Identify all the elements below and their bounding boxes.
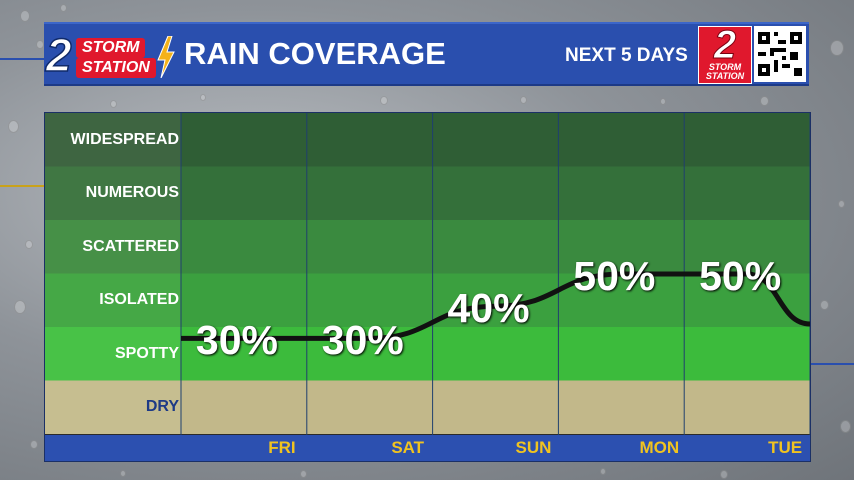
right-logo-number: 2 <box>713 23 737 67</box>
y-category-label: WIDESPREAD <box>70 130 179 148</box>
header-bar: 2 STORM STATION RAIN COVERAGE NEXT 5 DAY… <box>44 22 809 86</box>
rain-drop <box>14 300 26 314</box>
data-label: 30% <box>195 317 278 364</box>
rain-drop <box>300 470 307 478</box>
rain-drop <box>760 96 769 107</box>
rain-drop <box>110 100 117 108</box>
y-category-label: DRY <box>145 398 179 416</box>
band-label-bg <box>45 327 181 381</box>
page-title: RAIN COVERAGE <box>184 36 446 71</box>
logo-number: 2 <box>45 29 72 81</box>
data-label: 40% <box>447 285 530 332</box>
x-tick-label: TUE <box>768 438 803 457</box>
chart-svg <box>45 113 810 435</box>
x-tick-label: SUN <box>515 438 552 457</box>
logo-storm: STORM <box>76 38 146 58</box>
y-category-label: NUMEROUS <box>85 184 179 202</box>
band-label-bg <box>45 220 181 274</box>
rain-drop <box>30 440 38 450</box>
data-label: 30% <box>321 317 404 364</box>
rain-drop <box>720 470 728 480</box>
storm-station-logo: 2 STORM STATION <box>45 29 184 81</box>
rain-drop <box>838 200 845 208</box>
x-axis: FRI SAT SUN MON TUE <box>45 435 810 461</box>
band-label-bg <box>45 273 181 327</box>
rain-drop <box>25 240 33 250</box>
rain-coverage-chart: WIDESPREAD NUMEROUS SCATTERED ISOLATED SPOTT… <box>44 112 811 462</box>
page-subtitle: NEXT 5 DAYS <box>565 45 688 66</box>
rain-drop <box>20 10 30 22</box>
x-tick-label: SAT <box>391 438 425 457</box>
decor-line-left-yellow <box>0 185 44 187</box>
rain-drop <box>660 98 666 105</box>
decor-line-right <box>809 363 854 365</box>
rain-drop <box>60 4 67 12</box>
lightning-bolt-icon <box>157 36 175 78</box>
y-category-label: SCATTERED <box>82 237 179 255</box>
data-label: 50% <box>699 253 782 299</box>
y-category-label: SPOTTY <box>114 344 179 362</box>
y-category-label: ISOLATED <box>99 291 179 309</box>
x-tick-label: FRI <box>268 438 296 457</box>
band-label-bg <box>45 113 181 167</box>
decor-line-left <box>0 58 44 60</box>
station-logo-right: 2 STORM STATION <box>698 23 752 84</box>
rain-drop <box>120 470 126 477</box>
rain-drop <box>600 468 606 475</box>
band-label-bg <box>45 380 181 434</box>
logo-station: STATION <box>76 58 156 78</box>
data-label: 50% <box>573 253 656 299</box>
rain-drop <box>840 420 851 433</box>
series-line <box>181 271 810 341</box>
rain-drop <box>200 94 206 101</box>
qr-code-icon <box>754 26 806 82</box>
rain-drop <box>380 96 388 106</box>
rain-drop <box>36 40 44 50</box>
band-label-bg <box>45 166 181 220</box>
rain-drop <box>820 300 829 311</box>
rain-drop <box>520 96 527 104</box>
rain-drop <box>830 40 844 57</box>
x-tick-label: MON <box>639 438 680 457</box>
right-logo-text: STORM STATION <box>705 62 745 81</box>
rain-drop <box>8 120 19 133</box>
